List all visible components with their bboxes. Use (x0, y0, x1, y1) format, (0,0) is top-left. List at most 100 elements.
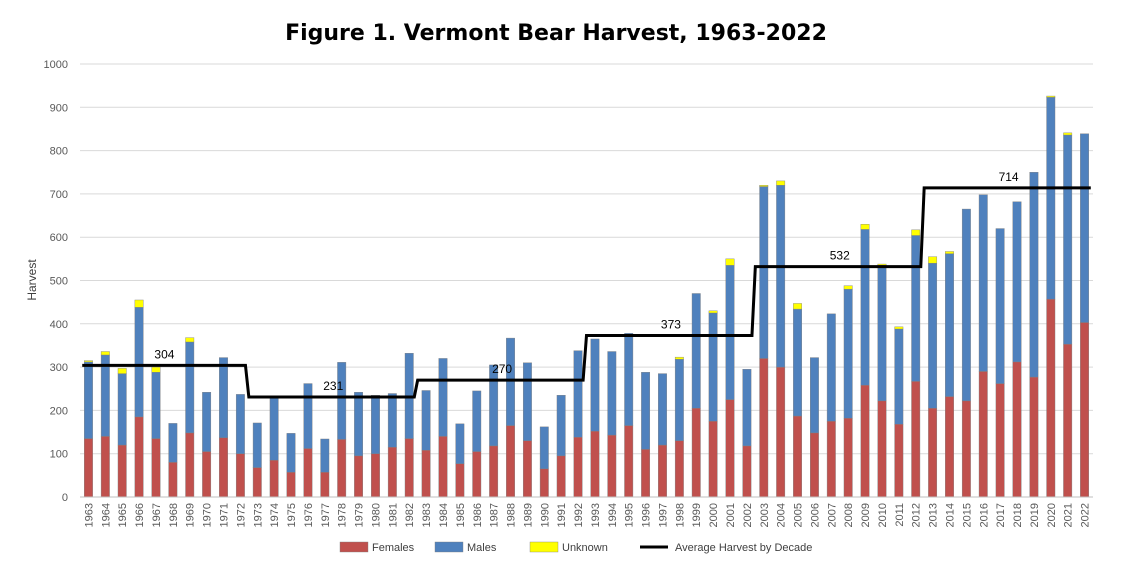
bar-females-1979 (354, 455, 363, 498)
x-tick-label: 1966 (134, 503, 146, 527)
x-tick-label: 2015 (961, 503, 973, 527)
bar-females-1981 (387, 447, 397, 498)
y-tick-label: 0 (62, 492, 68, 504)
x-tick-label: 2008 (843, 503, 855, 527)
bar-unknown-2013 (928, 256, 938, 264)
bar-males-1967 (151, 372, 161, 439)
bar-females-1963 (84, 438, 93, 498)
x-tick-label: 1967 (151, 503, 163, 527)
x-axis-ticks: 1963 1964 1965 1966 1967 1968 1969 1970 1971 1972… (83, 503, 1091, 527)
bar-females-2006 (810, 432, 819, 498)
bar-females-2001 (725, 399, 735, 498)
bar-males-1979 (354, 392, 363, 457)
bar-females-2010 (877, 400, 887, 498)
x-tick-label: 2001 (725, 503, 737, 527)
bar-males-1993 (590, 338, 600, 432)
x-tick-label: 1992 (573, 503, 585, 527)
bar-males-1989 (522, 362, 532, 441)
bar-females-1977 (320, 472, 330, 498)
y-tick-label: 500 (50, 276, 68, 288)
bar-females-1987 (489, 445, 499, 498)
y-tick-label: 600 (50, 232, 68, 244)
bar-females-1997 (658, 444, 667, 498)
legend-swatch-males (434, 541, 464, 553)
average-label-1963-1972: 304 (154, 347, 174, 361)
x-tick-label: 1986 (472, 503, 484, 527)
bar-males-2015 (961, 208, 971, 402)
bar-females-2014 (945, 396, 954, 498)
x-tick-label: 2016 (978, 503, 990, 527)
x-tick-label: 1980 (370, 503, 382, 527)
average-label-1983-1992: 270 (492, 362, 512, 376)
bar-unknown-1966 (134, 299, 144, 308)
bar-males-1999 (691, 293, 701, 409)
legend-label-average: Average Harvest by Decade (675, 542, 812, 554)
bar-males-2001 (725, 265, 735, 400)
bar-females-1966 (134, 416, 144, 498)
bar-females-1995 (624, 425, 634, 498)
bar-females-1978 (337, 439, 347, 498)
bar-females-1964 (100, 436, 110, 498)
bar-females-2017 (995, 383, 1005, 498)
bar-females-2007 (826, 421, 836, 498)
bar-males-2011 (894, 328, 904, 425)
x-tick-label: 1994 (607, 503, 619, 527)
bar-females-1974 (269, 459, 279, 498)
bar-males-1992 (573, 350, 583, 438)
x-tick-label: 1998 (674, 503, 686, 527)
bar-males-2020 (1046, 97, 1056, 300)
legend-label-males: Males (467, 542, 497, 554)
bar-males-1977 (320, 438, 330, 473)
x-tick-label: 2012 (911, 503, 923, 527)
x-tick-label: 1983 (421, 503, 433, 527)
bar-males-1983 (421, 390, 431, 451)
bar-females-1993 (590, 430, 600, 498)
bar-females-1967 (151, 438, 161, 498)
bar-females-2022 (1080, 322, 1089, 498)
x-tick-label: 2019 (1029, 503, 1041, 527)
x-tick-label: 2002 (742, 503, 754, 527)
bar-females-2013 (928, 408, 938, 498)
bar-males-1964 (100, 354, 110, 437)
bar-males-2008 (843, 288, 853, 419)
x-tick-label: 2004 (776, 503, 788, 527)
bar-females-2021 (1063, 343, 1073, 498)
y-tick-label: 700 (50, 189, 68, 201)
legend-swatch-unknown (529, 541, 559, 553)
bar-males-1975 (286, 433, 296, 473)
bar-females-2008 (843, 417, 853, 498)
bar-unknown-2001 (725, 258, 735, 266)
x-tick-label: 2017 (995, 503, 1007, 527)
x-tick-label: 2020 (1046, 503, 1058, 527)
x-tick-label: 2011 (894, 503, 906, 527)
bar-females-2002 (742, 445, 752, 498)
x-tick-label: 2022 (1080, 503, 1092, 527)
bar-unknown-1965 (117, 368, 127, 374)
bar-unknown-2014 (945, 251, 954, 254)
y-axis-ticks: 0 100 200 300 400 500 600 700 800 900 1000 (44, 59, 68, 504)
bar-females-2003 (759, 358, 769, 498)
x-tick-label: 1968 (168, 503, 180, 527)
x-tick-label: 2003 (759, 503, 771, 527)
x-tick-label: 1999 (691, 503, 703, 527)
x-tick-label: 2009 (860, 503, 872, 527)
bar-males-2021 (1063, 134, 1073, 345)
y-tick-label: 1000 (44, 59, 68, 71)
x-tick-label: 1964 (100, 503, 112, 527)
bar-males-1973 (252, 422, 262, 468)
bar-unknown-2003 (759, 185, 769, 187)
bar-males-1990 (539, 426, 549, 470)
x-tick-label: 2018 (1012, 503, 1024, 527)
bar-females-2020 (1046, 298, 1056, 498)
bar-females-1976 (303, 448, 313, 498)
x-tick-label: 1973 (252, 503, 264, 527)
x-tick-label: 2000 (708, 503, 720, 527)
x-tick-label: 1984 (438, 503, 450, 527)
bar-males-1970 (202, 392, 212, 452)
x-tick-label: 2021 (1063, 503, 1075, 527)
bar-males-2002 (742, 369, 752, 447)
bar-males-1963 (84, 361, 93, 439)
bar-unknown-2011 (894, 326, 904, 330)
bar-unknown-1967 (151, 366, 161, 373)
